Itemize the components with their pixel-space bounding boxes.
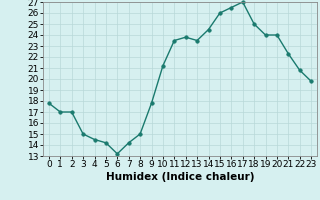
X-axis label: Humidex (Indice chaleur): Humidex (Indice chaleur) — [106, 172, 254, 182]
